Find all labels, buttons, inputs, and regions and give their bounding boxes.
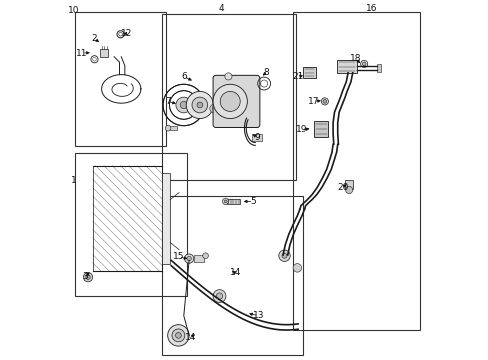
Bar [75, 153, 187, 296]
Bar [169, 126, 177, 130]
Circle shape [345, 186, 352, 194]
Text: 18: 18 [349, 54, 360, 63]
Circle shape [167, 325, 189, 346]
Text: 15: 15 [172, 252, 184, 261]
Text: 6: 6 [181, 72, 186, 81]
Bar [251, 134, 262, 141]
Circle shape [175, 333, 181, 338]
Text: 14: 14 [185, 333, 196, 342]
Circle shape [203, 253, 208, 258]
Circle shape [278, 250, 290, 261]
Circle shape [192, 97, 207, 113]
Circle shape [165, 125, 171, 131]
Circle shape [360, 60, 367, 67]
Circle shape [222, 198, 228, 204]
Text: 5: 5 [250, 197, 256, 206]
Circle shape [197, 102, 203, 108]
Text: 12: 12 [121, 29, 132, 38]
Circle shape [224, 73, 231, 80]
Circle shape [323, 100, 326, 103]
Circle shape [292, 264, 301, 272]
Circle shape [362, 62, 365, 66]
Text: 9: 9 [254, 132, 259, 141]
Text: 14: 14 [229, 268, 241, 277]
Bar [345, 180, 352, 189]
Text: 3: 3 [82, 272, 88, 281]
Circle shape [212, 107, 216, 111]
Bar [194, 255, 204, 262]
Text: 7: 7 [164, 97, 170, 106]
Text: 4: 4 [218, 4, 224, 13]
Bar [376, 64, 380, 72]
Circle shape [213, 84, 247, 118]
Bar [93, 166, 162, 271]
Bar [292, 12, 419, 330]
Text: 11: 11 [76, 49, 87, 58]
Circle shape [321, 98, 328, 105]
Text: 17: 17 [308, 97, 319, 106]
Circle shape [209, 104, 218, 113]
Text: 20: 20 [336, 183, 348, 192]
Bar [303, 67, 315, 78]
Circle shape [186, 256, 191, 261]
Bar [313, 121, 328, 137]
Text: 10: 10 [68, 6, 80, 15]
Bar [162, 14, 296, 180]
Circle shape [186, 91, 213, 118]
Circle shape [86, 275, 90, 279]
Bar [75, 12, 165, 146]
Circle shape [176, 97, 191, 113]
Text: 21: 21 [292, 72, 303, 81]
Text: 16: 16 [365, 4, 376, 13]
Text: 2: 2 [91, 35, 97, 44]
Circle shape [224, 200, 226, 203]
Bar [337, 60, 356, 73]
Bar [226, 199, 240, 203]
Bar [100, 49, 107, 58]
Bar [162, 196, 303, 355]
Circle shape [213, 290, 225, 302]
Text: 8: 8 [263, 68, 268, 77]
Circle shape [172, 329, 184, 342]
Text: 13: 13 [252, 311, 264, 320]
Circle shape [180, 102, 187, 109]
Circle shape [216, 293, 222, 299]
Circle shape [220, 91, 240, 111]
Text: 1: 1 [71, 176, 77, 185]
Circle shape [282, 253, 286, 258]
Circle shape [83, 273, 93, 282]
Text: 19: 19 [295, 126, 307, 135]
Circle shape [184, 254, 193, 263]
FancyBboxPatch shape [213, 75, 259, 127]
Bar [162, 173, 170, 264]
